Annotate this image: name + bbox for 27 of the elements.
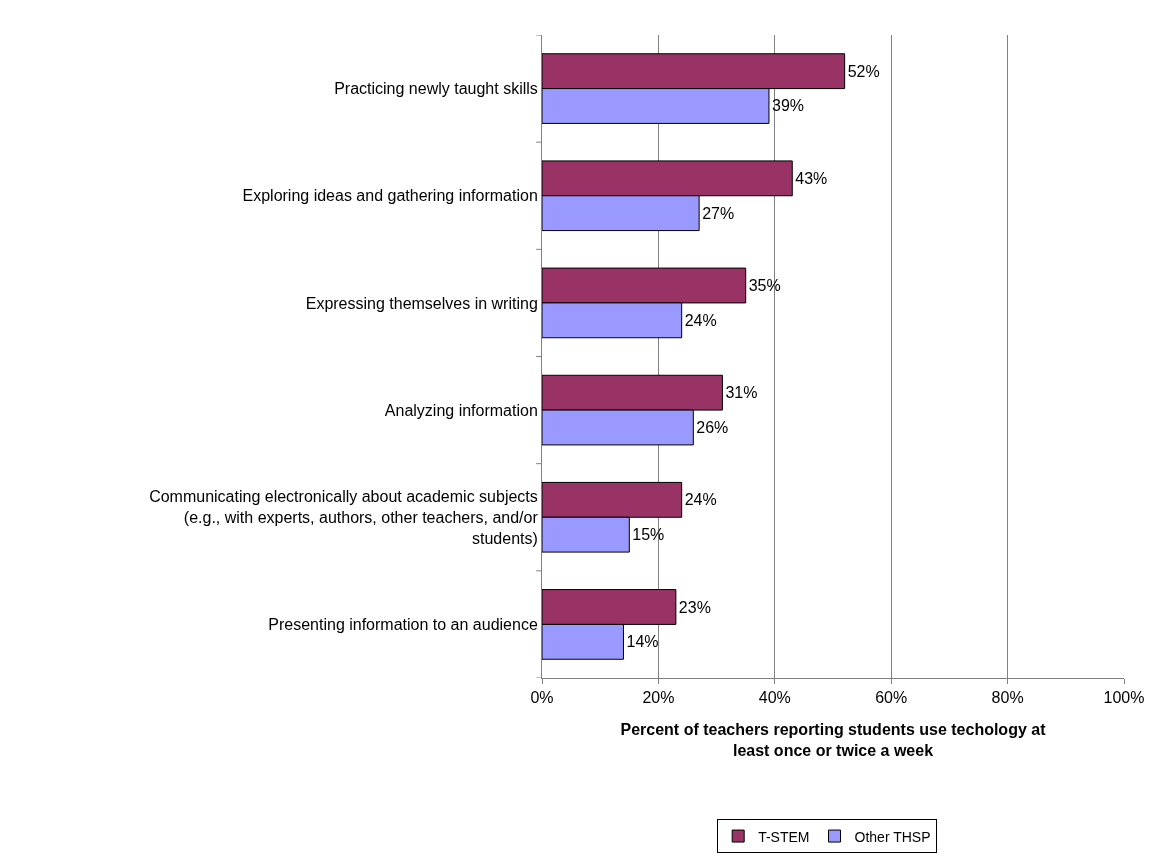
data-label: 35% — [748, 277, 781, 295]
x-axis-title: Percent of teachers reporting students use techology at least once or twice a week — [620, 720, 1047, 759]
data-label: 52% — [847, 62, 880, 80]
y-tick-label: Communicating electronically about academic subjects (e.g., with experts, authors, other teachers, and/or students) — [149, 488, 539, 547]
data-label: 23% — [678, 598, 711, 616]
x-tick-label: 80% — [991, 689, 1024, 707]
y-tick-label: Analyzing information — [384, 401, 538, 419]
data-label: 26% — [696, 418, 729, 436]
data-label: 43% — [795, 169, 828, 187]
data-label: 27% — [702, 204, 735, 222]
data-label: 24% — [684, 491, 717, 509]
legend-label: T-STEM — [758, 828, 810, 845]
data-label: 15% — [632, 526, 665, 544]
y-tick-label: Practicing newly taught skills — [334, 80, 538, 98]
x-tick-label: 100% — [1103, 689, 1145, 707]
x-tick-label: 60% — [875, 689, 908, 707]
data-label: 14% — [626, 633, 659, 651]
legend-label: Other THSP — [854, 828, 931, 845]
x-tick-label: 40% — [758, 689, 791, 707]
x-tick-label: 20% — [642, 689, 675, 707]
data-label: 24% — [684, 311, 717, 329]
data-label: 31% — [725, 384, 758, 402]
data-label: 39% — [771, 97, 805, 115]
y-tick-label: Expressing themselves in writing — [305, 294, 538, 312]
y-tick-label: Exploring ideas and gathering information — [242, 187, 538, 205]
x-tick-label: 0% — [530, 689, 554, 707]
y-tick-label: Presenting information to an audience — [268, 616, 538, 634]
